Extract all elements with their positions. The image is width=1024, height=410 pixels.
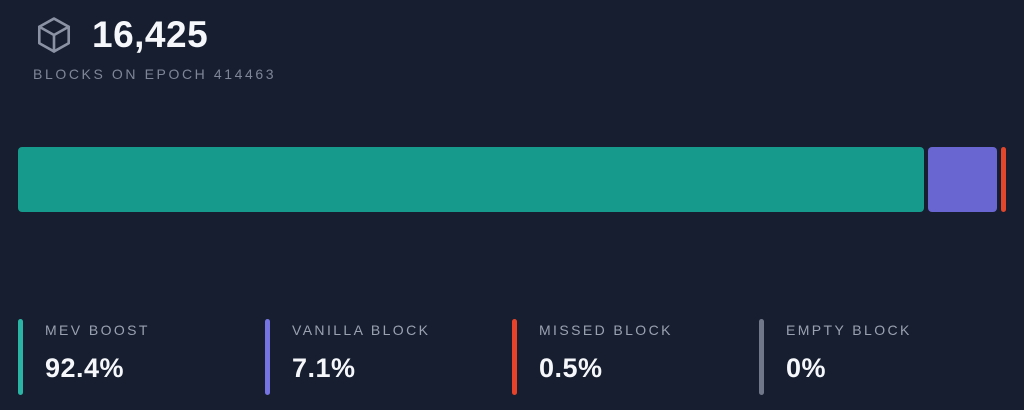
legend-item-empty-block: EMPTY BLOCK 0% bbox=[759, 319, 1006, 395]
legend-label: MEV BOOST bbox=[45, 322, 150, 338]
legend-accent-missed-block bbox=[512, 319, 517, 395]
legend-value: 0% bbox=[786, 353, 827, 383]
legend-accent-mev-boost bbox=[18, 319, 23, 395]
legend-label: VANILLA BLOCK bbox=[292, 322, 431, 338]
legend-label: MISSED BLOCK bbox=[539, 322, 673, 338]
block-distribution-bar bbox=[18, 147, 1006, 212]
legend-item-vanilla-block: VANILLA BLOCK 7.1% bbox=[265, 319, 512, 395]
bar-segment-vanilla-block[interactable] bbox=[927, 147, 998, 212]
bar-segment-mev-boost[interactable] bbox=[18, 147, 924, 212]
legend-item-missed-block: MISSED BLOCK 0.5% bbox=[512, 319, 759, 395]
legend-item-mev-boost: MEV BOOST 92.4% bbox=[18, 319, 265, 395]
cube-icon bbox=[37, 17, 71, 53]
block-count: 16,425 bbox=[92, 13, 209, 55]
card-header: 16,425 BLOCKS ON EPOCH 414463 bbox=[33, 13, 277, 83]
legend-value: 92.4% bbox=[45, 353, 125, 383]
legend-value: 0.5% bbox=[539, 353, 603, 383]
legend-accent-empty-block bbox=[759, 319, 764, 395]
epoch-subtitle: BLOCKS ON EPOCH 414463 bbox=[33, 66, 277, 82]
legend-accent-vanilla-block bbox=[265, 319, 270, 395]
legend: MEV BOOST 92.4% VANILLA BLOCK 7.1% MISSE… bbox=[18, 319, 1006, 395]
legend-value: 7.1% bbox=[292, 353, 356, 383]
legend-label: EMPTY BLOCK bbox=[786, 322, 912, 338]
bar-segment-missed-block[interactable] bbox=[1001, 147, 1006, 212]
